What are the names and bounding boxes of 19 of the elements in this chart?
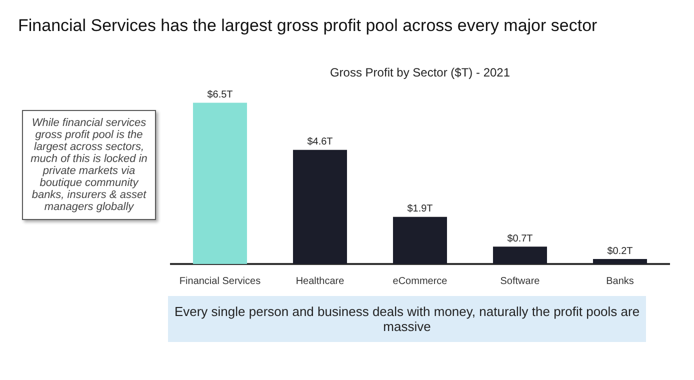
bar [593, 259, 647, 264]
chart-subtitle: Gross Profit by Sector ($T) - 2021 [330, 66, 510, 80]
data-label: $0.7T [507, 233, 533, 244]
text: While financial services gross profit pool is the largest across sectors, much of this is locked in private markets via boutique community banks, insurers & asset managers globally [22, 110, 156, 220]
x-tick-label: eCommerce [392, 276, 448, 287]
x-tick-label: Healthcare [296, 276, 345, 287]
bar [193, 102, 247, 264]
x-tick-label: Software [500, 276, 540, 287]
bar [493, 246, 547, 264]
bar [393, 216, 447, 264]
text: Every single person and business deals with money, naturally the profit pools are massive [168, 296, 646, 342]
data-label: $4.6T [307, 136, 333, 148]
x-tick-label: Financial Services [179, 276, 261, 287]
x-tick-label: Banks [606, 276, 634, 287]
data-label: $1.9T [407, 204, 433, 215]
data-label: $6.5T [207, 90, 233, 101]
chart-title: Financial Services has the largest gross profit pool across every major sector [17, 15, 598, 37]
bar [293, 150, 347, 264]
data-label: $0.2T [607, 246, 633, 257]
